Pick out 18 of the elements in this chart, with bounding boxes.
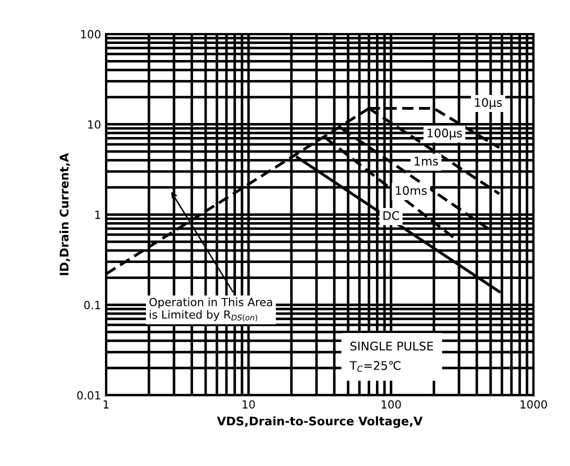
y-axis-title: ID,Drain Current,A (59, 153, 70, 276)
x-tick-label: 1 (104, 400, 109, 408)
y-tick-label: 0.1 (84, 300, 100, 310)
x-tick-label: 1000 (520, 400, 547, 409)
y-tick-label: 10 (88, 120, 100, 129)
annotation: 100μs (428, 128, 462, 140)
annotation: 1ms (414, 156, 438, 166)
y-tick-label: 1 (95, 210, 100, 219)
annotation: 10ms (396, 186, 427, 195)
annotation: 10μs (475, 98, 502, 110)
y-tick-label: 0.01 (77, 391, 100, 400)
annotation: Operation in This Area is Limited by R$_{DS(on)}$ (149, 298, 272, 322)
annotation: DC (384, 211, 400, 220)
annotation: SINGLE PULSE T$_{C}$=25℃ (350, 342, 433, 372)
x-tick-label: 100 (382, 400, 401, 409)
x-axis-title: VDS,Drain-to-Source Voltage,V (216, 416, 423, 428)
y-tick-label: 100 (81, 30, 100, 38)
x-tick-label: 10 (242, 400, 255, 409)
